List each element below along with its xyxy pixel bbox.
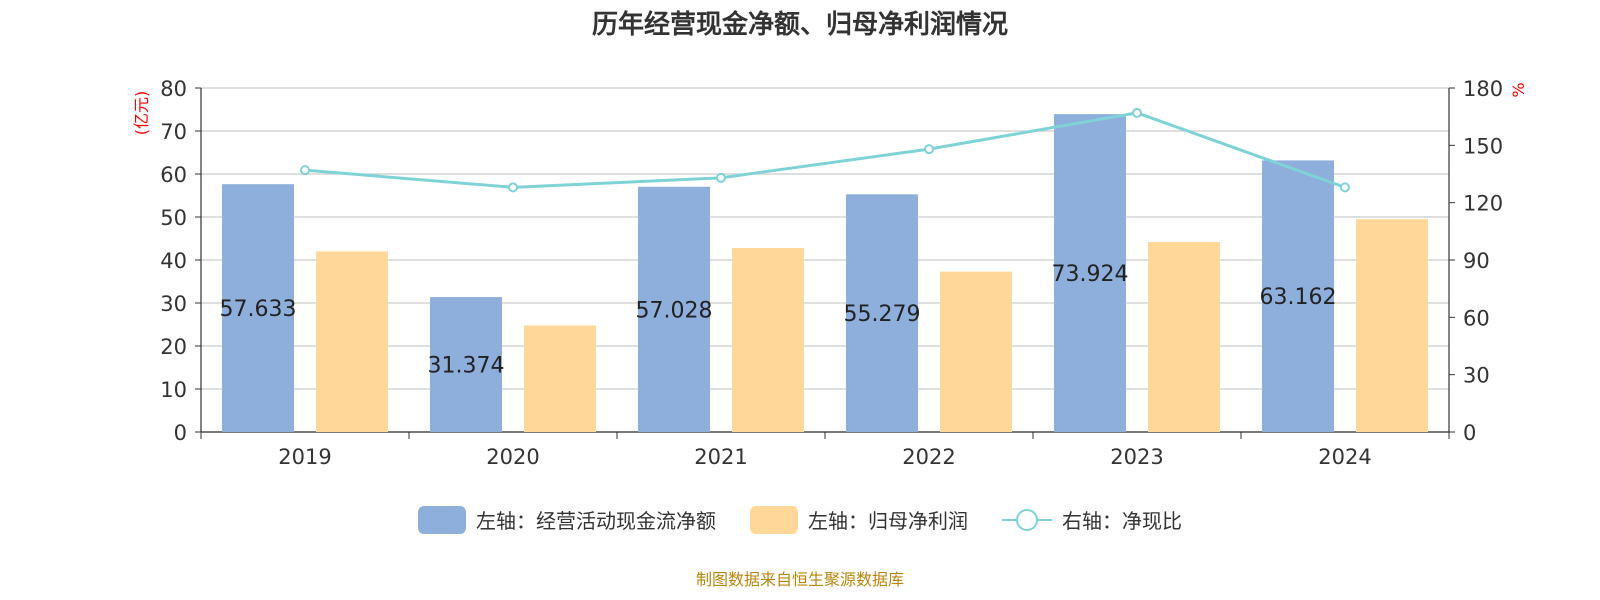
y-right-tick-label: 0	[1463, 421, 1476, 445]
y-left-tick-label: 30	[160, 292, 187, 316]
legend: 左轴：经营活动现金流净额 左轴：归母净利润 右轴：净现比	[0, 505, 1600, 534]
y-right-tick-label: 180	[1463, 77, 1503, 101]
bar-cash-flow	[638, 186, 710, 432]
x-tick-label: 2020	[486, 445, 539, 469]
y-left-tick-label: 70	[160, 120, 187, 144]
legend-swatch-cash	[418, 505, 466, 534]
ratio-point	[300, 165, 310, 176]
ratio-point	[1132, 107, 1142, 118]
legend-item-profit[interactable]: 左轴：归母净利润	[750, 505, 968, 534]
bar-cash-flow	[1262, 160, 1334, 433]
legend-swatch-profit	[750, 505, 798, 534]
legend-item-ratio[interactable]: 右轴：净现比	[1002, 505, 1182, 534]
bar-net-profit	[524, 325, 596, 432]
y-left-tick-label: 80	[160, 77, 187, 101]
bar-cash-flow	[222, 184, 294, 432]
legend-label-cash: 左轴：经营活动现金流净额	[476, 509, 716, 533]
legend-swatch-ratio	[1002, 506, 1052, 534]
bar-net-profit	[940, 271, 1012, 432]
bar-data-label: 57.028	[636, 298, 713, 323]
ratio-line	[304, 111, 1346, 189]
chart-title: 历年经营现金净额、归母净利润情况	[591, 10, 1008, 40]
bar-data-label: 63.162	[1260, 285, 1337, 310]
ratio-point	[508, 182, 518, 193]
ratio-point	[716, 172, 726, 183]
y-right-unit-label: %	[1509, 82, 1528, 97]
x-tick-label: 2021	[694, 445, 747, 469]
bar-cash-flow	[430, 297, 502, 432]
y-left-tick-label: 40	[160, 249, 187, 273]
bar-data-label: 55.279	[844, 302, 921, 327]
bar-data-label: 57.633	[220, 297, 297, 322]
bar-cash-flow	[1054, 114, 1126, 432]
bar-net-profit	[1356, 219, 1428, 432]
source-footer: 制图数据来自恒生聚源数据库	[695, 570, 904, 589]
chart-canvas: 0 10 20 30 40 50 60 70 80 0 30 60 90 120 150 180 (亿元)% 20…	[132, 77, 1528, 469]
y-right-tick-label: 150	[1463, 134, 1503, 158]
ratio-point	[924, 144, 934, 155]
x-tick-label: 2019	[278, 445, 331, 469]
bar-net-profit	[1148, 241, 1220, 432]
y-right-tick-label: 90	[1463, 249, 1490, 273]
legend-item-cash[interactable]: 左轴：经营活动现金流净额	[418, 505, 716, 534]
bar-cash-flow	[846, 194, 918, 432]
y-left-tick-label: 20	[160, 335, 187, 359]
bar-net-profit	[316, 251, 388, 432]
legend-label-ratio: 右轴：净现比	[1062, 509, 1182, 533]
y-left-tick-label: 50	[160, 206, 187, 230]
bar-data-label: 73.924	[1052, 262, 1129, 287]
y-right-tick-label: 60	[1463, 306, 1490, 330]
ratio-point	[1340, 182, 1350, 193]
legend-label-profit: 左轴：归母净利润	[808, 509, 968, 533]
y-right-tick-label: 120	[1463, 192, 1503, 216]
y-left-tick-label: 60	[160, 163, 187, 187]
y-right-tick-label: 30	[1463, 364, 1490, 388]
bar-data-label: 31.374	[428, 354, 505, 379]
y-left-unit-label: (亿元)	[132, 91, 151, 136]
x-tick-label: 2022	[902, 445, 955, 469]
x-tick-label: 2024	[1318, 445, 1371, 469]
x-tick-label: 2023	[1110, 445, 1163, 469]
y-left-tick-label: 0	[174, 421, 187, 445]
y-left-tick-label: 10	[160, 378, 187, 402]
bar-net-profit	[732, 247, 804, 432]
